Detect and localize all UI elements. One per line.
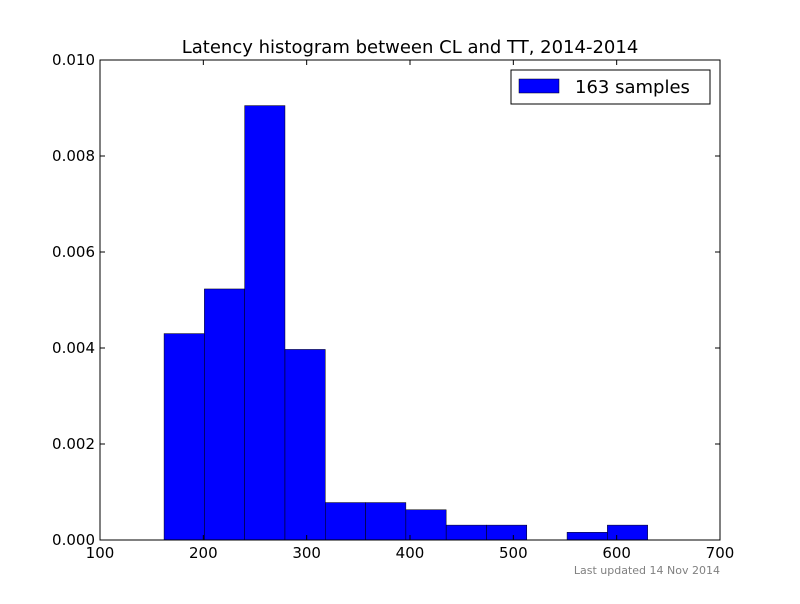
x-tick-label-1: 200 — [189, 544, 218, 562]
legend-swatch — [518, 78, 560, 94]
y-tick-label-1: 0.002 — [52, 435, 95, 453]
histogram-bar-1 — [204, 288, 245, 541]
x-tick-label-5: 600 — [602, 544, 631, 562]
histogram-bar-10 — [566, 532, 608, 541]
x-tick-label-4: 500 — [499, 544, 528, 562]
y-tick-label-0: 0.000 — [52, 531, 95, 549]
histogram-bar-7 — [445, 524, 487, 541]
y-tick-label-3: 0.006 — [52, 243, 95, 261]
bars-group — [163, 105, 648, 541]
x-tick-label-2: 300 — [292, 544, 321, 562]
histogram-bar-11 — [607, 524, 648, 541]
legend-label: 163 samples — [575, 77, 690, 98]
histogram-bar-0 — [163, 333, 205, 541]
histogram-bar-3 — [284, 349, 326, 541]
histogram-bar-5 — [365, 502, 407, 541]
y-tick-label-5: 0.010 — [52, 51, 95, 69]
x-tick-label-6: 700 — [706, 544, 735, 562]
histogram-bar-8 — [486, 524, 528, 541]
last-updated-note: Last updated 14 Nov 2014 — [574, 564, 720, 577]
histogram-bar-4 — [325, 502, 366, 541]
histogram-bar-6 — [405, 509, 447, 541]
x-tick-label-0: 100 — [86, 544, 115, 562]
ticks-group: 100 200 300 400 500 600 700 0.000 0.002 0.004 0.00… — [52, 51, 734, 562]
chart-title: Latency histogram between CL and TT, 201… — [182, 37, 639, 58]
y-tick-label-4: 0.008 — [52, 147, 95, 165]
legend: 163 samples — [510, 69, 711, 105]
y-tick-label-2: 0.004 — [52, 339, 95, 357]
histogram-bar-2 — [244, 105, 286, 541]
x-tick-label-3: 400 — [396, 544, 425, 562]
